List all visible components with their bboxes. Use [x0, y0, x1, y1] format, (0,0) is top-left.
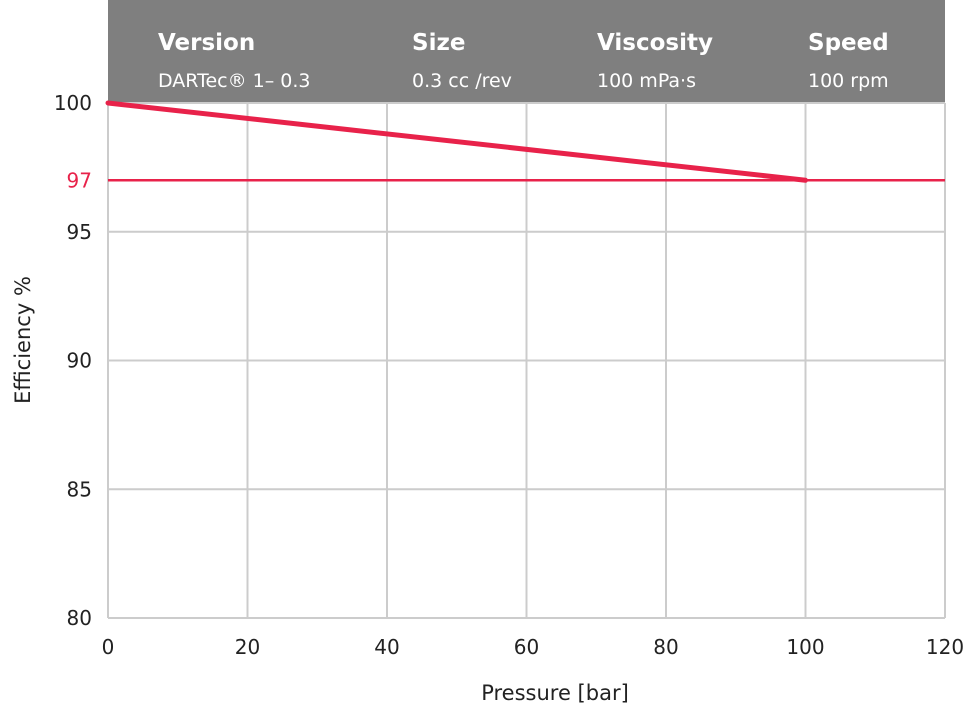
grid — [107, 102, 946, 619]
header-group: Version DARTec® 1– 0.3 Size 0.3 cc /rev Visc… — [158, 30, 889, 92]
y-tick-label: 80 — [67, 606, 92, 630]
header-value-3: 100 mPa·s — [597, 70, 696, 92]
x-tick-label: 80 — [653, 635, 678, 659]
x-tick-labels: 0 20 40 60 80 100 120 — [102, 635, 964, 659]
y-tick-label: 85 — [67, 477, 92, 501]
reference-line-label: 97 — [67, 168, 92, 192]
y-tick-labels: 80 85 90 95 100 — [54, 91, 92, 630]
header-value-4: 100 rpm — [808, 70, 889, 92]
header-band — [108, 0, 945, 103]
header-key-4: Speed — [808, 30, 889, 56]
y-tick-label: 90 — [67, 349, 92, 373]
x-tick-label: 40 — [374, 635, 399, 659]
series — [105, 100, 808, 183]
x-tick-label: 120 — [926, 635, 964, 659]
x-tick-label: 60 — [514, 635, 539, 659]
x-tick-label: 20 — [235, 635, 260, 659]
series-line-1 — [105, 100, 808, 183]
x-tick-label: 100 — [786, 635, 824, 659]
x-tick-label: 0 — [102, 635, 115, 659]
header-value-1: DARTec® 1– 0.3 — [158, 70, 311, 92]
x-axis-label: Pressure [bar] — [481, 681, 629, 705]
y-axis-label: Efficiency % — [11, 276, 35, 404]
header-key-2: Size — [412, 30, 465, 56]
header-key-3: Viscosity — [597, 30, 713, 56]
header-key-1: Version — [158, 30, 255, 56]
header-value-2: 0.3 cc /rev — [412, 70, 512, 92]
reference-line-group: 97 — [67, 168, 945, 192]
y-tick-label: 95 — [67, 220, 92, 244]
y-tick-label: 100 — [54, 91, 92, 115]
